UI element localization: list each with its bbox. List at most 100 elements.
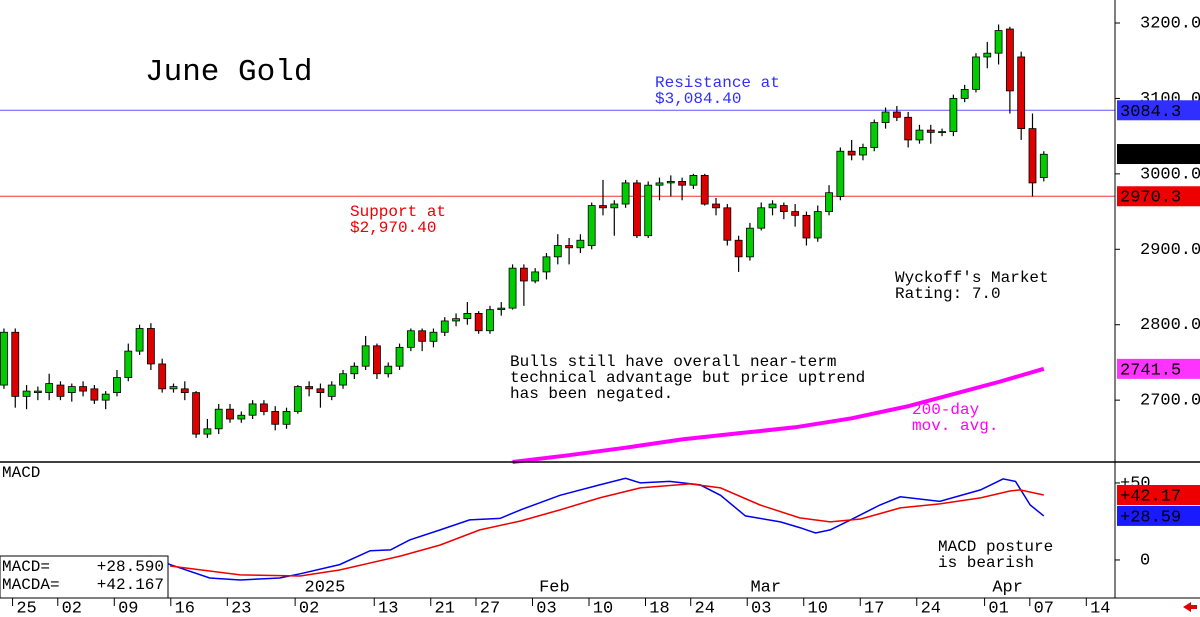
y-tick-label: 2700.0 (1140, 392, 1200, 411)
candle-body (463, 313, 472, 320)
candle-body (135, 328, 144, 352)
candle-body (248, 403, 257, 416)
candle-body (655, 182, 664, 186)
macd-marker-label: +42.17 (1120, 487, 1181, 506)
candle-body (587, 205, 596, 246)
candle-body (11, 331, 20, 397)
candle-body (610, 203, 619, 209)
candle-body (633, 182, 641, 237)
candle-body (192, 392, 200, 435)
candle-body (474, 313, 483, 332)
candle-body (79, 386, 87, 392)
y-tick-label: 2900.0 (1140, 241, 1200, 260)
candle-body (282, 411, 291, 425)
candle-body (938, 131, 946, 134)
y-tick-label: 2800.0 (1140, 316, 1200, 335)
candle-body (791, 211, 800, 216)
annotation: Wyckoff's Market (895, 269, 1049, 287)
macd-marker (1117, 505, 1200, 526)
x-tick-label: 13 (378, 599, 398, 617)
candle-body (486, 309, 494, 332)
macd-title: MACD (2, 464, 40, 482)
annotation: Support at (350, 203, 446, 221)
readout-value: +28.590 (97, 558, 164, 576)
scroll-arrow (1183, 602, 1197, 612)
candle-body (757, 207, 766, 229)
candle-body (712, 203, 720, 209)
candle-body (113, 377, 121, 394)
x-tick-label: 01 (988, 599, 1008, 617)
candle-body (836, 150, 845, 197)
readout-label: MACDA= (2, 576, 60, 594)
x-tick-label: 17 (864, 599, 884, 617)
candle-body (859, 147, 867, 156)
candle-body (915, 129, 924, 141)
readout-box (0, 555, 169, 599)
x-tick-label: 24 (921, 599, 941, 617)
x-tick-label: 07 (1034, 599, 1054, 617)
x-tick-label: 03 (536, 599, 556, 617)
candle-body (768, 203, 777, 209)
candle-body (519, 267, 528, 282)
candle-body (723, 207, 732, 241)
candle-body (418, 330, 427, 342)
month-label: 2025 (305, 578, 346, 597)
annotation: Bulls still have overall near-term (510, 353, 836, 371)
candle-body (226, 408, 234, 420)
x-tick-label: 10 (808, 599, 828, 617)
candle-body (350, 365, 359, 375)
candle-body (22, 390, 31, 397)
candle-body (972, 56, 980, 90)
annotation: Rating: 7.0 (895, 285, 1001, 303)
candle-body (542, 256, 551, 273)
candle-body (395, 346, 404, 367)
candle-body (90, 388, 99, 401)
candle-body (169, 386, 178, 390)
candle-body (644, 184, 653, 237)
x-tick-label: 02 (62, 599, 82, 617)
candle-body (339, 373, 347, 386)
x-tick-label: 09 (118, 599, 138, 617)
candle-body (146, 328, 155, 365)
candle-body (892, 111, 901, 118)
candle-body (361, 345, 370, 367)
month-label: Apr (992, 578, 1023, 597)
candle-body (565, 245, 573, 249)
candle-body (327, 384, 336, 397)
price-marker (1117, 144, 1200, 165)
candle-body (452, 318, 460, 322)
candle-body (949, 98, 958, 133)
annotation: technical advantage but price uptrend (510, 369, 865, 387)
x-tick-label: 18 (649, 599, 669, 617)
candle-body (700, 174, 709, 205)
x-tick-label: 14 (1090, 599, 1110, 617)
candle-body (813, 211, 822, 239)
y-tick-label: 0 (1140, 551, 1150, 570)
price-marker-label: 2741.5 (1120, 361, 1181, 380)
price-marker-label: 3084.3 (1120, 103, 1181, 122)
candle-body (237, 414, 246, 420)
annotation: Resistance at (655, 74, 780, 92)
candle-body (994, 30, 1003, 54)
candle-body (870, 122, 879, 148)
annotation: $2,970.40 (350, 219, 436, 237)
candle-body (1028, 128, 1037, 184)
price-marker-label: 2970.3 (1120, 189, 1181, 208)
x-tick-label: 03 (751, 599, 771, 617)
candle-body (429, 331, 438, 342)
candle-body (406, 330, 415, 348)
candle-body (214, 408, 223, 430)
annotation: mov. avg. (912, 417, 998, 435)
x-tick-label: 23 (231, 599, 251, 617)
candle-body (926, 129, 935, 133)
candle-body (802, 214, 811, 239)
candle-body (576, 239, 585, 249)
x-tick-label: 16 (175, 599, 195, 617)
candle-body (621, 182, 630, 205)
candle-body (271, 411, 280, 425)
candle-body (497, 307, 506, 311)
macd-line (149, 477, 1045, 581)
chart-title: June Gold (145, 55, 312, 90)
price-marker (1117, 358, 1200, 379)
